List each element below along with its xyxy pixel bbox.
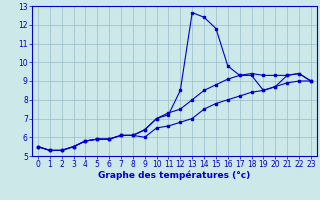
X-axis label: Graphe des températures (°c): Graphe des températures (°c)	[98, 171, 251, 180]
